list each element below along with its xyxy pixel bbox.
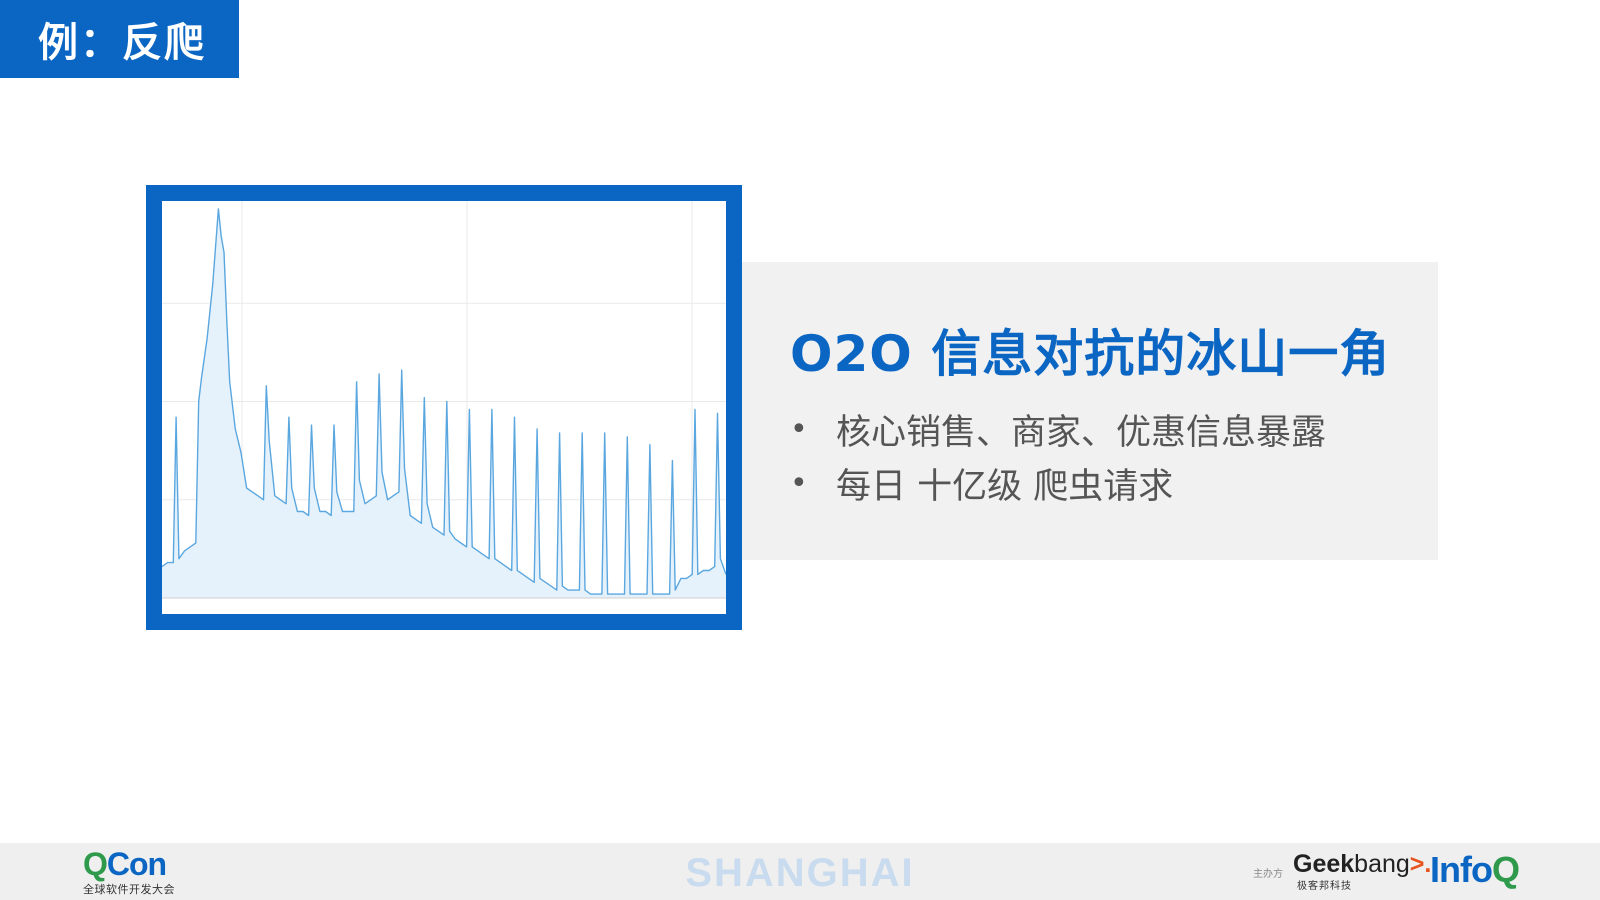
bullet-item: • 每日 十亿级 爬虫请求 <box>790 456 1326 510</box>
geekbang-logo: Geekbang>. 极客邦科技 <box>1293 851 1431 892</box>
series-line <box>162 208 726 595</box>
info-panel: O2O 信息对抗的冰山一角 • 核心销售、商家、优惠信息暴露 • 每日 十亿级 … <box>742 262 1438 560</box>
traffic-chart <box>162 201 726 599</box>
bullet-list: • 核心销售、商家、优惠信息暴露 • 每日 十亿级 爬虫请求 <box>790 402 1326 510</box>
slide-title: 例：反爬 <box>0 0 239 78</box>
qcon-logo: QCon 全球软件开发大会 <box>83 846 175 897</box>
headline: O2O 信息对抗的冰山一角 <box>790 325 1391 383</box>
infoq-info: Info <box>1430 849 1493 890</box>
city-label: SHANGHAI <box>685 851 915 895</box>
bullet-dot-icon: • <box>790 411 808 447</box>
geekbang-subtitle: 极客邦科技 <box>1297 881 1352 892</box>
footer-bar: QCon 全球软件开发大会 SHANGHAI 主办方 Geekbang>. 极客… <box>0 843 1600 900</box>
qcon-logo-subtitle: 全球软件开发大会 <box>83 883 175 896</box>
series-area <box>162 208 726 598</box>
qcon-logo-q: Q <box>83 846 108 882</box>
geekbang-bang: bang <box>1354 850 1410 878</box>
bullet-text: 每日 十亿级 爬虫请求 <box>836 466 1174 507</box>
bullet-text: 核心销售、商家、优惠信息暴露 <box>836 412 1327 453</box>
geekbang-geek: Geek <box>1293 850 1355 878</box>
bullet-item: • 核心销售、商家、优惠信息暴露 <box>790 402 1326 456</box>
slide-title-text: 例：反爬 <box>38 20 206 66</box>
infoq-q: Q <box>1491 849 1520 890</box>
chart-frame <box>146 185 742 630</box>
bullet-dot-icon: • <box>790 465 808 501</box>
geekbang-chevron: >. <box>1409 850 1432 878</box>
qcon-logo-con: Con <box>106 846 167 882</box>
sponsor-label: 主办方 <box>1253 869 1283 880</box>
infoq-logo: InfoQ <box>1430 849 1520 891</box>
